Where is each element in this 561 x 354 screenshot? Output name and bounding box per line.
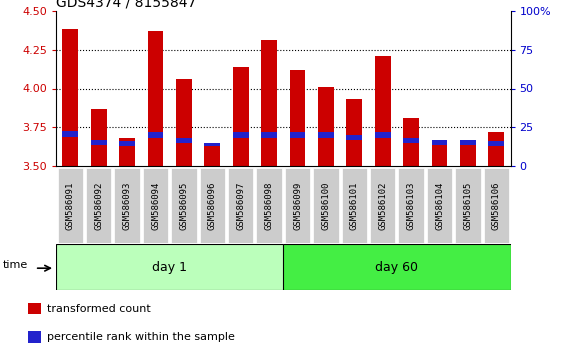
Bar [318,132,334,138]
Bar [233,132,249,138]
FancyBboxPatch shape [285,168,310,243]
Text: GSM586096: GSM586096 [208,181,217,229]
FancyBboxPatch shape [86,168,112,243]
Text: GSM586101: GSM586101 [350,181,359,229]
FancyBboxPatch shape [256,168,282,243]
FancyBboxPatch shape [313,168,339,243]
Bar [375,132,390,138]
Text: GSM586091: GSM586091 [66,181,75,229]
FancyBboxPatch shape [58,168,83,243]
Bar [489,142,504,146]
Bar [347,135,362,140]
Bar [403,138,419,143]
Text: GSM586103: GSM586103 [407,181,416,229]
Bar [205,146,220,166]
Text: transformed count: transformed count [47,304,151,314]
Bar [289,132,305,138]
Text: GDS4374 / 8155847: GDS4374 / 8155847 [56,0,196,10]
FancyBboxPatch shape [342,168,367,243]
Text: GSM586093: GSM586093 [123,181,132,229]
Bar [460,143,476,166]
Bar [205,143,220,146]
Bar [119,138,135,166]
Text: GSM586104: GSM586104 [435,181,444,229]
FancyBboxPatch shape [398,168,424,243]
FancyBboxPatch shape [484,168,509,243]
Bar [119,142,135,146]
Bar [148,31,163,166]
Bar [432,140,447,144]
Bar [375,56,390,166]
Text: percentile rank within the sample: percentile rank within the sample [47,332,235,342]
Bar [233,67,249,166]
FancyBboxPatch shape [142,168,168,243]
FancyBboxPatch shape [114,168,140,243]
Text: time: time [3,260,28,270]
Bar [148,132,163,138]
Text: GSM586105: GSM586105 [463,181,472,229]
FancyBboxPatch shape [455,168,481,243]
Bar [91,109,107,166]
Bar [176,79,192,166]
FancyBboxPatch shape [200,168,225,243]
Bar [432,140,447,166]
Bar [318,87,334,166]
FancyBboxPatch shape [370,168,396,243]
FancyBboxPatch shape [171,168,197,243]
Text: GSM586094: GSM586094 [151,181,160,229]
Text: GSM586102: GSM586102 [378,181,387,229]
Bar [347,99,362,166]
Text: GSM586106: GSM586106 [492,181,501,229]
Bar [91,140,107,144]
Bar [261,132,277,138]
FancyBboxPatch shape [228,168,254,243]
FancyBboxPatch shape [427,168,452,243]
Text: GSM586098: GSM586098 [265,181,274,229]
Text: GSM586092: GSM586092 [94,181,103,229]
Bar [489,132,504,166]
Bar [403,118,419,166]
Bar [460,140,476,144]
Bar [27,331,42,343]
Bar [27,303,42,314]
Text: GSM586100: GSM586100 [321,181,330,229]
Bar [176,138,192,143]
Bar [261,40,277,166]
Text: day 1: day 1 [152,261,187,274]
Text: GSM586097: GSM586097 [236,181,245,229]
Bar [62,29,78,166]
Text: GSM586095: GSM586095 [180,181,188,229]
Bar [289,70,305,166]
Text: day 60: day 60 [375,261,419,274]
Bar [62,131,78,137]
Text: GSM586099: GSM586099 [293,181,302,229]
